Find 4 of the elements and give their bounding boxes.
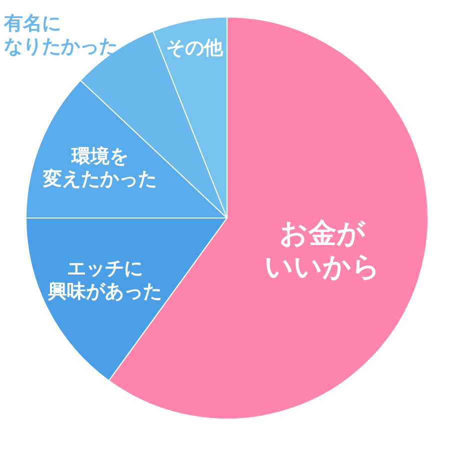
- slice-label: エッチに興味があった: [47, 258, 162, 302]
- slice-label: お金がいいから: [264, 216, 381, 282]
- slice-label: その他: [166, 37, 224, 60]
- slice-label: 環境を変えたかった: [42, 145, 157, 190]
